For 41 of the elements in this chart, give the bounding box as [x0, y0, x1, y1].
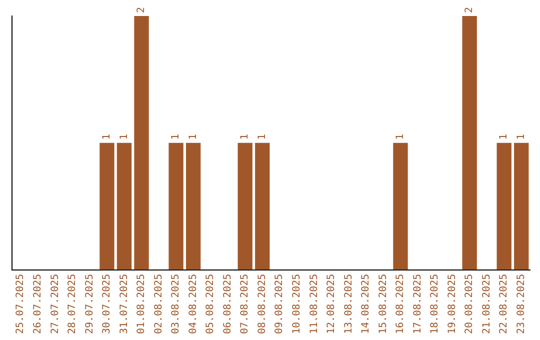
x-tick-label: 17.08.2025: [412, 274, 424, 334]
x-tick-label: 14.08.2025: [360, 274, 372, 334]
x-tick-label: 09.08.2025: [274, 274, 286, 334]
x-tick-label: 20.08.2025: [464, 274, 476, 334]
x-tick-label: 22.08.2025: [498, 274, 510, 334]
x-tick-label: 31.07.2025: [118, 274, 130, 334]
x-tick-label: 01.08.2025: [136, 274, 148, 334]
data-label: 1: [118, 134, 130, 140]
x-tick-label: 07.08.2025: [240, 274, 251, 334]
x-tick-label: 03.08.2025: [170, 274, 182, 334]
x-tick-label: 25.07.2025: [15, 274, 26, 334]
data-label: 1: [188, 134, 199, 140]
data-label: 1: [516, 134, 527, 140]
x-tick-label: 19.08.2025: [446, 274, 458, 334]
x-tick-label: 13.08.2025: [343, 274, 354, 334]
x-tick-label: 28.07.2025: [67, 274, 78, 334]
x-tick-label: 15.08.2025: [378, 274, 389, 334]
x-tick-label: 26.07.2025: [32, 274, 44, 334]
data-label: 1: [240, 134, 251, 140]
x-tick-label: 11.08.2025: [308, 274, 320, 334]
x-tick-label: 05.08.2025: [205, 274, 216, 334]
data-label: 1: [256, 134, 268, 140]
x-tick-label: 06.08.2025: [222, 274, 234, 334]
x-tick-label: 02.08.2025: [153, 274, 164, 334]
data-label: 1: [170, 134, 182, 140]
x-tick-label: 10.08.2025: [291, 274, 302, 334]
x-tick-label: 23.08.2025: [516, 274, 527, 334]
x-tick-label: 12.08.2025: [326, 274, 338, 334]
x-tick-label: 30.07.2025: [102, 274, 113, 334]
x-tick-label: 27.07.2025: [50, 274, 61, 334]
x-tick-label: 21.08.2025: [481, 274, 492, 334]
data-label: 1: [102, 134, 113, 140]
x-tick-label: 04.08.2025: [188, 274, 199, 334]
data-label: 2: [136, 6, 148, 13]
data-label: 1: [395, 134, 406, 140]
x-tick-label: 08.08.2025: [256, 274, 268, 334]
data-label: 1: [498, 134, 510, 140]
x-tick-label: 16.08.2025: [395, 274, 406, 334]
x-tick-label: 18.08.2025: [430, 274, 441, 334]
data-label: 2: [464, 6, 476, 13]
x-tick-label: 29.07.2025: [84, 274, 96, 334]
